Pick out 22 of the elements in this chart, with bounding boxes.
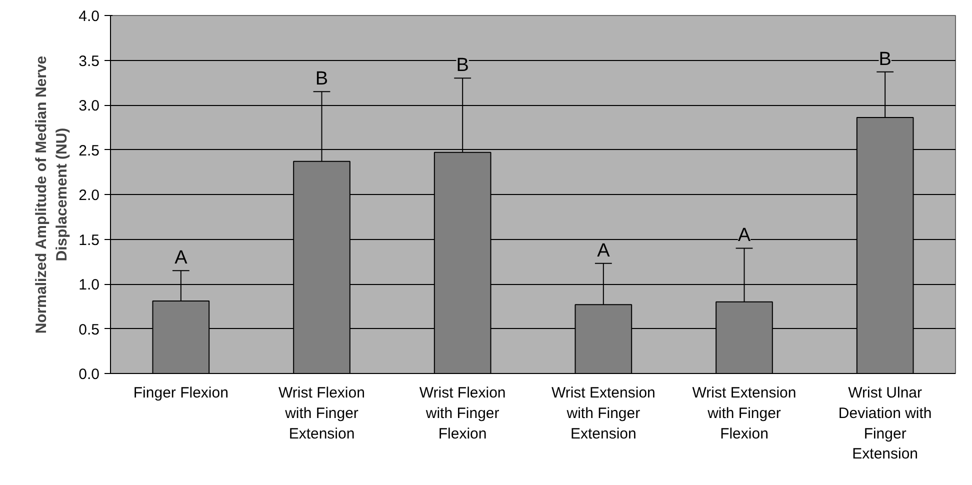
x-tick-label: Wrist Flexion with Finger Extension (278, 384, 365, 442)
annotation: A (174, 248, 188, 269)
x-tick-label: Wrist Extension with Finger Flexion (692, 384, 796, 442)
annotation: A (597, 240, 610, 262)
x-tick-label: Wrist Ulnar Deviation with Finger Extension (838, 384, 932, 463)
annotation: B (456, 55, 469, 76)
y-tick-label: 4.0 (78, 8, 100, 25)
y-tick-label: 1.0 (78, 276, 100, 294)
x-tick-label: Wrist Extension with Finger Extension (551, 384, 656, 442)
y-tick-label: 3.0 (78, 98, 100, 114)
y-tick-label: 1.5 (78, 232, 100, 249)
y-axis-title: Normalized Amplitude of Median Nerve Displacement (NU) (33, 56, 71, 334)
y-tick-label: 2.5 (78, 142, 100, 160)
y-tick-label: 0.5 (78, 321, 100, 338)
annotation: B (315, 68, 328, 90)
annotation: A (738, 225, 751, 246)
y-tick-label: 2.0 (78, 187, 100, 204)
y-tick-label: 3.5 (78, 52, 100, 70)
y-tick-label: 0.0 (78, 366, 100, 383)
annotation: B (878, 48, 892, 70)
x-tick-label: Finger Flexion (133, 384, 228, 402)
x-tick-label: Wrist Flexion with Finger Flexion (419, 384, 506, 442)
